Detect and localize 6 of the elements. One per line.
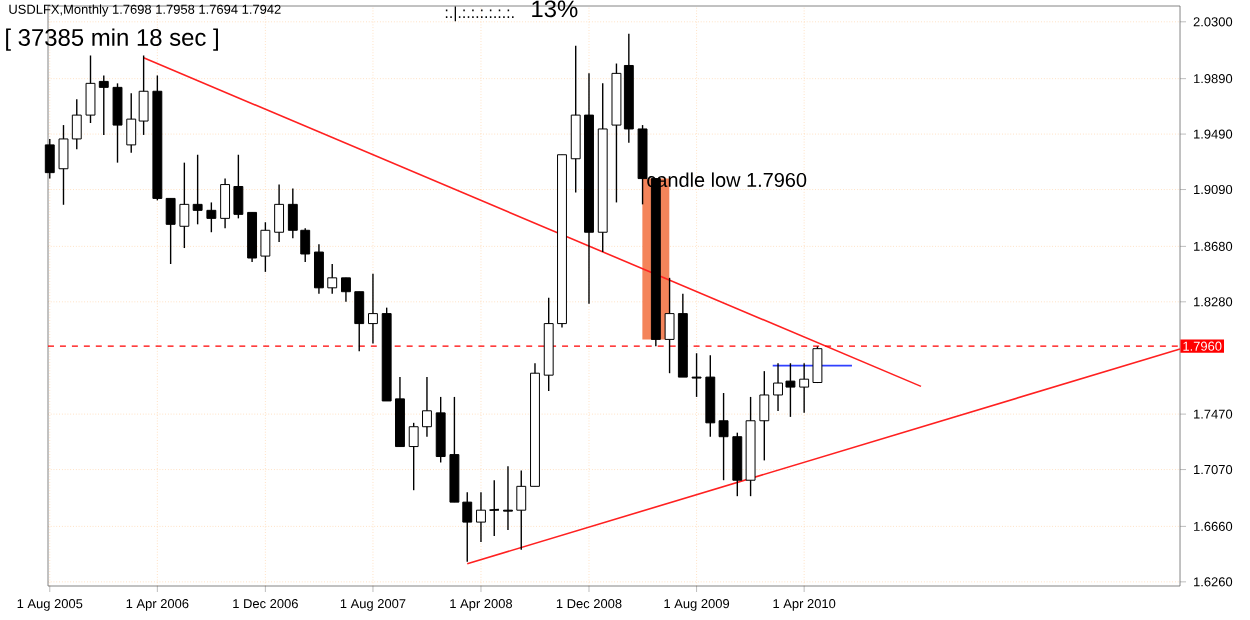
candlestick — [274, 183, 285, 243]
annotation: 13% — [532, 0, 578, 18]
candlestick — [368, 273, 378, 345]
candlestick — [476, 491, 486, 543]
annotation: [ 37385 min 18 sec ] — [6, 28, 218, 51]
candlestick — [488, 479, 500, 537]
